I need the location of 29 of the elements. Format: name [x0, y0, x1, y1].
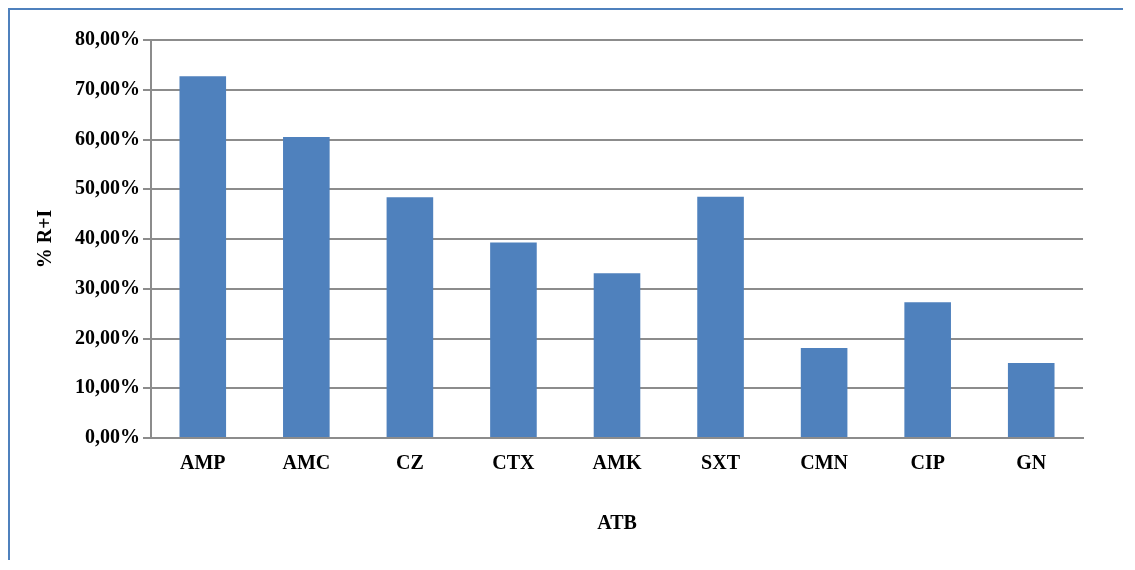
y-tick-label: 40,00% — [75, 226, 140, 249]
y-tick-label: 0,00% — [85, 425, 140, 448]
x-tick-label: CIP — [910, 451, 945, 474]
x-tick-label: AMP — [180, 451, 226, 474]
y-tick-label: 80,00% — [75, 27, 140, 50]
bar — [800, 347, 848, 437]
x-tick-label: AMK — [592, 451, 642, 474]
x-axis-title: ATB — [597, 511, 637, 534]
x-tick-label: SXT — [701, 451, 741, 474]
bar — [593, 273, 641, 437]
y-axis-title: % R+I — [33, 209, 56, 269]
bar — [697, 196, 744, 437]
bar — [179, 76, 227, 437]
y-tick-label: 70,00% — [75, 76, 140, 99]
x-tick-label: CTX — [492, 451, 536, 474]
y-tick-label: 10,00% — [75, 375, 140, 398]
bar — [490, 242, 537, 437]
x-tick-label: CMN — [800, 451, 849, 474]
bar — [1007, 362, 1055, 437]
bar — [904, 302, 951, 437]
x-tick-label: CZ — [395, 451, 424, 474]
y-tick-label: 60,00% — [75, 126, 140, 149]
y-tick-label: 20,00% — [75, 325, 140, 348]
bar — [386, 197, 434, 437]
bar — [283, 137, 330, 437]
y-tick-label: 30,00% — [75, 275, 140, 298]
y-tick-label: 50,00% — [75, 176, 140, 199]
x-tick-label: AMC — [282, 451, 331, 474]
x-tick-label: GN — [1016, 451, 1047, 474]
